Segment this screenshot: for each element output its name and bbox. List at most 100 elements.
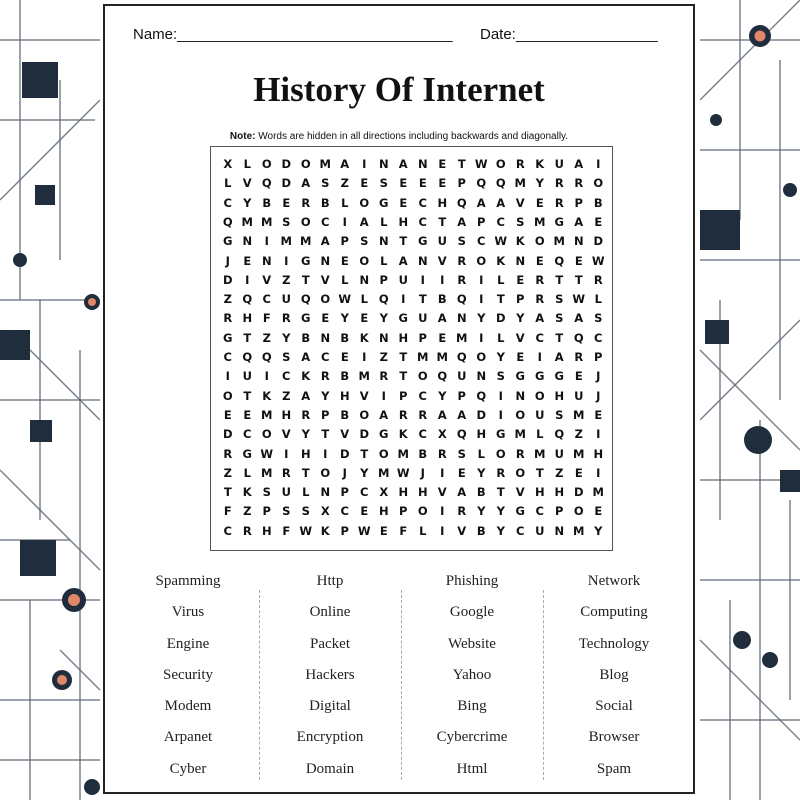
grid-letter: S <box>457 234 466 249</box>
grid-letter: L <box>419 523 427 538</box>
grid-letter: X <box>379 485 389 500</box>
grid-letter: P <box>516 292 525 307</box>
worksheet: Name:_________________________________ D… <box>103 4 695 794</box>
grid-letter: V <box>515 195 525 210</box>
grid-letter: U <box>554 446 564 461</box>
grid-letter: I <box>264 369 269 384</box>
grid-letter: C <box>321 214 330 229</box>
grid-letter: M <box>573 446 585 461</box>
grid-letter: E <box>516 272 525 287</box>
grid-letter: L <box>594 292 602 307</box>
grid-letter: K <box>242 485 252 500</box>
grid-letter: Z <box>223 465 232 480</box>
grid-letter: G <box>301 253 311 268</box>
grid-letter: N <box>320 330 331 345</box>
grid-letter: Y <box>535 176 544 191</box>
grid-letter: O <box>261 157 272 171</box>
word-list-item: Blog <box>599 666 629 683</box>
grid-letter: O <box>417 369 428 384</box>
grid-letter: A <box>574 311 584 326</box>
grid-letter: H <box>437 195 448 210</box>
grid-letter: B <box>593 195 603 210</box>
grid-letter: L <box>302 485 310 500</box>
grid-letter: P <box>555 504 564 519</box>
grid-letter: O <box>300 214 311 229</box>
grid-letter: D <box>222 427 233 442</box>
grid-letter: N <box>456 311 467 326</box>
grid-letter: O <box>222 388 233 403</box>
grid-letter: K <box>496 253 506 268</box>
grid-letter: Y <box>340 311 349 326</box>
grid-letter: N <box>515 388 526 403</box>
grid-letter: A <box>301 350 311 364</box>
grid-letter: R <box>301 407 311 422</box>
grid-letter: E <box>535 195 544 210</box>
grid-letter: I <box>596 465 601 480</box>
word-list-item: Http <box>316 573 344 589</box>
grid-letter: M <box>261 407 273 422</box>
grid-letter: A <box>301 176 311 191</box>
word-list-item: Website <box>448 635 496 652</box>
grid-letter: U <box>418 311 428 326</box>
grid-letter: L <box>341 195 349 210</box>
grid-letter: R <box>496 465 506 480</box>
grid-letter: E <box>438 330 447 345</box>
word-list-item: Spamming <box>155 573 221 589</box>
grid-letter: L <box>224 176 232 191</box>
grid-letter: O <box>417 504 428 519</box>
grid-letter: G <box>223 330 233 345</box>
page-title: History Of Internet <box>253 70 545 109</box>
grid-letter: R <box>301 195 311 210</box>
circuit-node <box>733 631 751 649</box>
grid-letter: R <box>554 176 564 191</box>
grid-letter: H <box>554 485 565 500</box>
grid-letter: E <box>399 195 408 210</box>
grid-letter: V <box>457 523 467 538</box>
circuit-block <box>22 62 58 98</box>
grid-letter: Q <box>242 292 253 307</box>
grid-letter: K <box>320 523 330 538</box>
word-list-item: Technology <box>578 635 650 652</box>
word-list: Spamming Virus Engine Security Modem Arpanet C… <box>117 568 685 788</box>
circuit-node <box>84 779 100 795</box>
grid-letter: C <box>223 350 232 364</box>
grid-letter: V <box>281 427 291 442</box>
grid-letter: M <box>261 465 273 480</box>
grid-letter: V <box>320 272 330 287</box>
grid-letter: V <box>359 388 369 403</box>
grid-letter: A <box>320 234 330 249</box>
grid-letter: Y <box>496 504 505 519</box>
grid-letter: N <box>573 234 584 249</box>
grid-letter: P <box>594 350 603 364</box>
name-field: Name:_________________________________ <box>133 26 453 43</box>
grid-letter: T <box>321 427 330 442</box>
grid-letter: O <box>320 465 331 480</box>
circuit-block <box>780 470 800 492</box>
grid-letter: K <box>515 234 525 249</box>
grid-letter: R <box>437 446 447 461</box>
grid-letter: A <box>340 157 350 171</box>
grid-letter: M <box>319 157 331 171</box>
note-label: Note: <box>229 131 256 142</box>
grid-letter: G <box>418 234 428 249</box>
grid-letter: C <box>535 504 544 519</box>
grid-letter: R <box>457 504 467 519</box>
word-column: Phishing Google Website Yahoo Bing Cybercrime… <box>401 568 543 787</box>
grid-letter: F <box>223 504 232 519</box>
grid-letter: V <box>262 272 272 287</box>
grid-letter: Y <box>477 504 486 519</box>
grid-letter: C <box>418 427 427 442</box>
grid-letter: N <box>320 253 331 268</box>
grid-letter: H <box>554 388 565 403</box>
grid-letter: U <box>535 407 545 422</box>
grid-letter: H <box>417 485 428 500</box>
word-list-item: Social <box>595 698 633 715</box>
grid-letter: E <box>379 523 388 538</box>
grid-letter: P <box>321 407 330 422</box>
grid-letter: R <box>398 407 408 422</box>
grid-letter: G <box>242 446 252 461</box>
